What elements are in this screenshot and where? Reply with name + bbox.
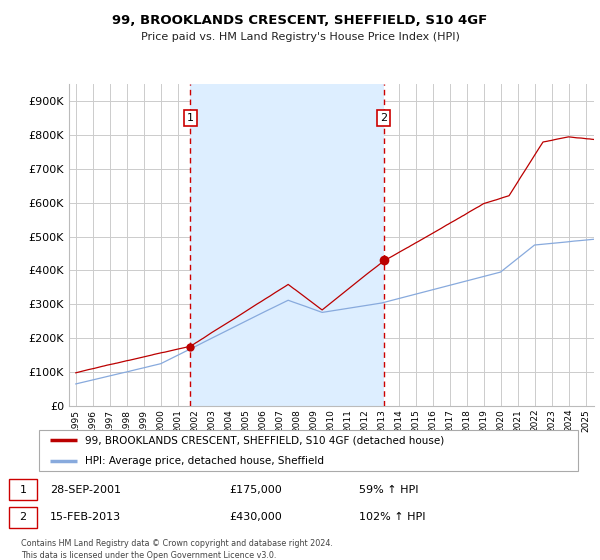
Text: HPI: Average price, detached house, Sheffield: HPI: Average price, detached house, Shef…: [85, 456, 324, 466]
Text: 99, BROOKLANDS CRESCENT, SHEFFIELD, S10 4GF (detached house): 99, BROOKLANDS CRESCENT, SHEFFIELD, S10 …: [85, 436, 445, 446]
Bar: [190, 84, 383, 406]
Text: 59% ↑ HPI: 59% ↑ HPI: [359, 484, 418, 494]
Text: £175,000: £175,000: [229, 484, 282, 494]
Text: £430,000: £430,000: [229, 512, 282, 522]
FancyBboxPatch shape: [9, 507, 37, 528]
Text: Contains HM Land Registry data © Crown copyright and database right 2024.
This d: Contains HM Land Registry data © Crown c…: [21, 539, 333, 559]
Text: 2: 2: [380, 113, 387, 123]
Text: 2: 2: [19, 512, 26, 522]
Text: Price paid vs. HM Land Registry's House Price Index (HPI): Price paid vs. HM Land Registry's House …: [140, 32, 460, 43]
Text: 15-FEB-2013: 15-FEB-2013: [50, 512, 121, 522]
Text: 99, BROOKLANDS CRESCENT, SHEFFIELD, S10 4GF: 99, BROOKLANDS CRESCENT, SHEFFIELD, S10 …: [112, 14, 488, 27]
FancyBboxPatch shape: [9, 479, 37, 500]
Text: 28-SEP-2001: 28-SEP-2001: [50, 484, 121, 494]
Text: 1: 1: [187, 113, 194, 123]
FancyBboxPatch shape: [39, 430, 578, 472]
Text: 102% ↑ HPI: 102% ↑ HPI: [359, 512, 425, 522]
Text: 1: 1: [20, 484, 26, 494]
